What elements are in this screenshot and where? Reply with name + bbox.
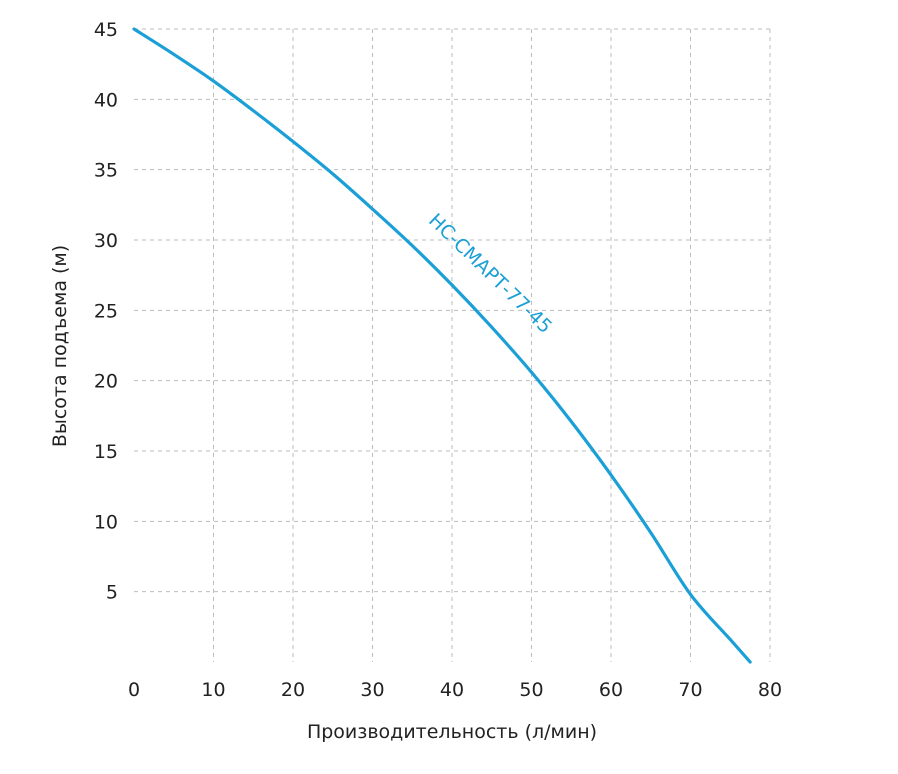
y-tick-label: 25 (94, 300, 118, 322)
y-tick-label: 20 (94, 371, 118, 393)
x-tick-label: 30 (360, 679, 384, 701)
x-tick-label: 50 (519, 679, 543, 701)
y-tick-label: 45 (94, 19, 118, 41)
grid (134, 28, 771, 662)
y-axis-ticks: 5 10 15 20 25 30 35 40 45 (94, 19, 118, 604)
x-axis-ticks: 0 10 20 30 40 50 60 70 80 (128, 679, 782, 701)
x-tick-label: 20 (281, 679, 305, 701)
x-tick-label: 40 (440, 679, 464, 701)
x-tick-label: 80 (758, 679, 782, 701)
y-tick-label: 35 (94, 160, 118, 182)
x-tick-label: 10 (201, 679, 225, 701)
x-axis-title: Производительность (л/мин) (307, 721, 597, 743)
series-layer: НС-СМАРТ-77-45 (132, 27, 752, 664)
y-axis-title: Высота подъема (м) (49, 245, 71, 447)
series-line (132, 27, 752, 664)
y-tick-label: 5 (106, 582, 118, 604)
x-tick-label: 70 (678, 679, 702, 701)
y-tick-label: 10 (94, 511, 118, 533)
x-tick-label: 60 (599, 679, 623, 701)
series-label: НС-СМАРТ-77-45 (424, 209, 556, 338)
x-tick-label: 0 (128, 679, 140, 701)
y-tick-label: 30 (94, 230, 118, 252)
y-tick-label: 40 (94, 89, 118, 111)
y-tick-label: 15 (94, 441, 118, 463)
